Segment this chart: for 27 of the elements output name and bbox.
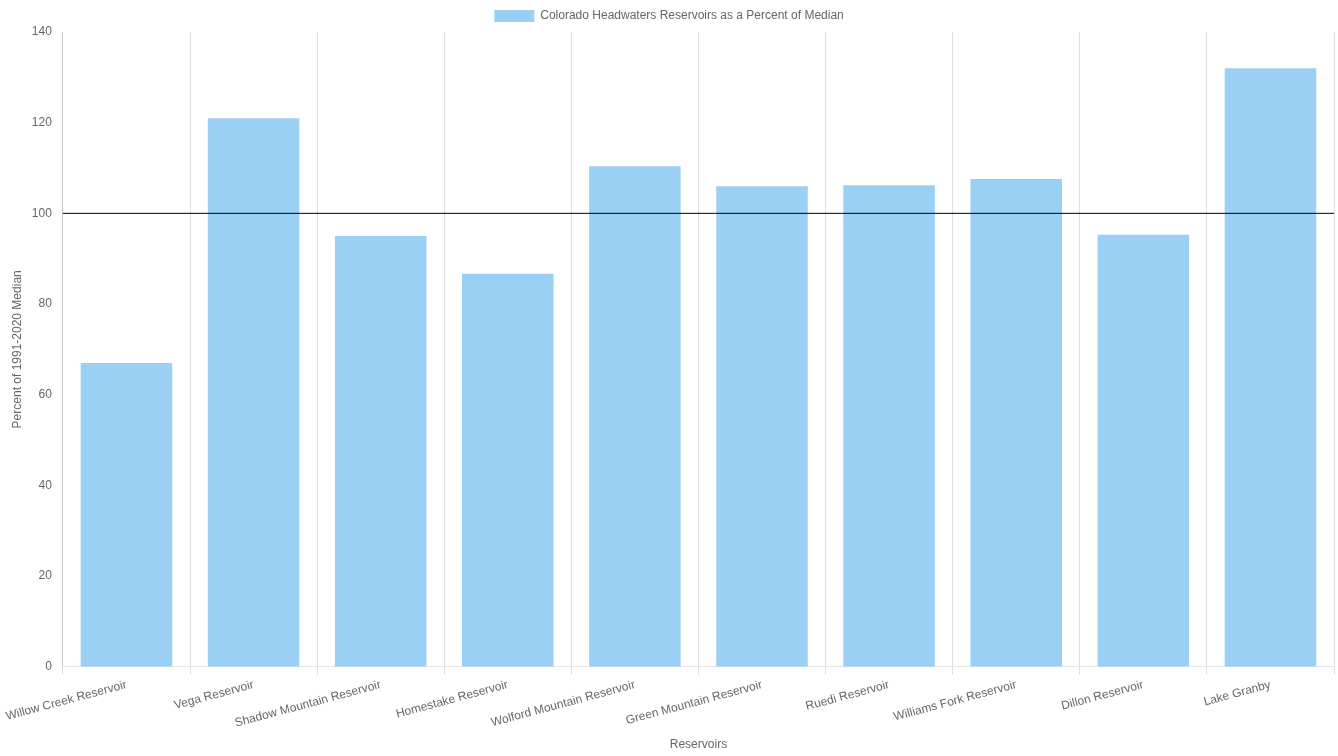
x-axis-title: Reservoirs [669,737,728,752]
bar [970,178,1062,667]
legend-label: Colorado Headwaters Reservoirs as a Percent of Median [540,8,844,23]
bar [1097,234,1190,667]
y-tick-label: 60 [38,386,53,401]
bar [716,186,808,667]
y-tick-label: 120 [31,114,53,129]
y-axis-title: Percent of 1991-2020 Median [10,270,24,429]
bar [80,362,173,667]
y-tick-label: 80 [38,296,53,311]
y-tick-label: 0 [45,658,53,673]
x-tick-label: Lake Granby [1202,677,1273,709]
bar [334,236,427,667]
x-tick-label: Ruedi Reservoir [804,677,891,713]
y-tick-label: 20 [38,568,53,583]
y-tick-label: 140 [31,24,53,39]
y-tick-label: 100 [31,205,53,220]
bar [589,166,681,667]
y-tick-label: 40 [38,477,53,492]
x-tick-label: Williams Fork Reservoir [891,677,1018,724]
bar [1224,68,1317,667]
x-tick-label: Dillon Reservoir [1059,677,1145,713]
x-tick-label: Vega Reservoir [172,677,256,712]
bar [843,185,935,667]
bar [207,118,300,667]
x-tick-label: Willow Creek Reservoir [4,677,129,723]
bar [462,273,554,667]
